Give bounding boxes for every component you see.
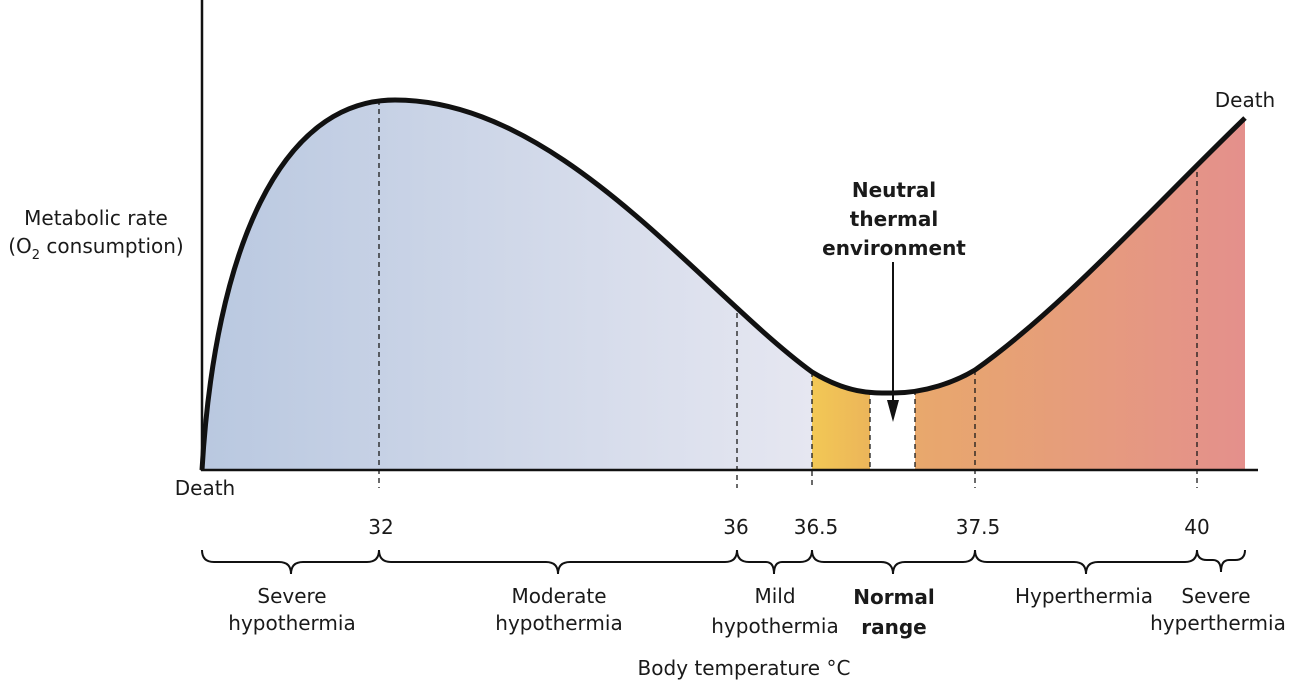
death-label-left: Death [175, 476, 235, 500]
brace-hyperthermia [974, 549, 1198, 575]
range-label-line1: Severe [257, 584, 326, 608]
brace-moderate-hypothermia [378, 549, 738, 575]
range-label-line1: Normal [853, 585, 935, 609]
arrow-head-icon [887, 400, 899, 422]
zone-fills [202, 100, 1245, 470]
range-label-line1: Hyperthermia [1015, 584, 1153, 608]
range-label-line2: hypothermia [495, 611, 622, 635]
brace-severe-hypothermia [201, 549, 380, 575]
annotation-line2: thermal [850, 207, 938, 231]
tick-label: 37.5 [956, 515, 1001, 539]
dashed-markers [378, 100, 1198, 488]
range-label-line2: hypothermia [711, 614, 838, 638]
range-label-line2: hyperthermia [1150, 611, 1286, 635]
annotation-line3: environment [822, 236, 966, 260]
tick-label: 32 [368, 515, 393, 539]
brace-severe-hyperthermia [1196, 549, 1246, 573]
range-label-line2: hypothermia [228, 611, 355, 635]
tick-label: 36 [723, 515, 748, 539]
y-axis-label-line2: (O2 consumption) [8, 234, 183, 263]
range-label-line1: Severe [1181, 584, 1250, 608]
range-label-line2: range [861, 615, 926, 639]
brace-normal-range [811, 549, 976, 575]
range-label-line1: Mild [754, 584, 795, 608]
tick-label: 40 [1184, 515, 1209, 539]
death-label-right: Death [1215, 88, 1275, 112]
brace-mild-hypothermia [736, 549, 813, 575]
y-axis-label-line1: Metabolic rate [24, 206, 168, 230]
tick-label: 36.5 [794, 515, 839, 539]
normal-fill-low [812, 100, 870, 470]
range-braces [201, 549, 1246, 575]
range-label-line1: Moderate [511, 584, 606, 608]
hyperthermia-fill [915, 100, 1245, 470]
hypothermia-fill [202, 100, 812, 470]
metabolic-curve [199, 97, 1247, 471]
annotation-line1: Neutral [852, 178, 936, 202]
x-axis-label: Body temperature °C [638, 656, 851, 680]
